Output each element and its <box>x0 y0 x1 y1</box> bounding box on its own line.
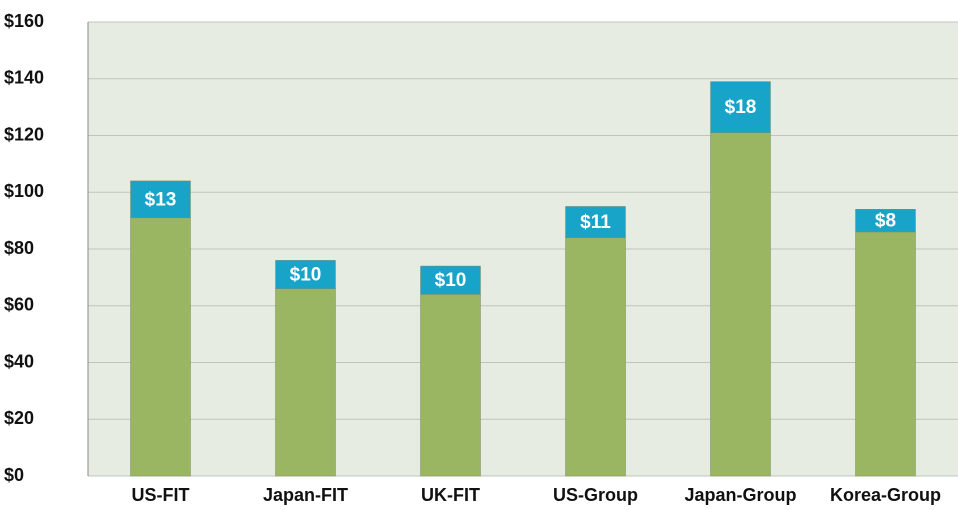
y-tick-label: $40 <box>4 351 34 371</box>
y-tick-label: $60 <box>4 295 34 315</box>
bar-segment <box>855 231 916 477</box>
y-tick-label: $80 <box>4 238 34 258</box>
x-tick-label: US-Group <box>553 485 638 505</box>
bar-segment <box>710 132 771 477</box>
x-tick-label: Japan-Group <box>684 485 796 505</box>
y-tick-label: $20 <box>4 408 34 428</box>
bar-segment <box>710 81 771 133</box>
data-label: $18 <box>725 97 757 118</box>
y-tick-label: $140 <box>4 68 44 88</box>
x-tick-label: Korea-Group <box>830 485 941 505</box>
y-tick-label: $0 <box>4 465 24 485</box>
data-label: $10 <box>435 270 467 291</box>
x-tick-label: Japan-FIT <box>263 485 348 505</box>
data-label: $13 <box>145 189 177 210</box>
x-tick-label: UK-FIT <box>421 485 480 505</box>
bar-segment <box>275 288 336 477</box>
data-label: $8 <box>875 211 896 232</box>
bar-segment <box>565 206 626 238</box>
data-label: $11 <box>580 212 611 233</box>
bar-segment <box>420 294 481 477</box>
bar-segment <box>130 180 191 219</box>
bar-segment <box>855 209 916 233</box>
bar-segment <box>275 260 336 289</box>
bar-segment <box>130 217 191 477</box>
y-tick-label: $100 <box>4 181 44 201</box>
data-label: $10 <box>290 265 322 286</box>
bar-segment <box>420 265 481 295</box>
x-tick-label: US-FIT <box>132 485 190 505</box>
bar-segment <box>565 237 626 477</box>
y-tick-label: $120 <box>4 124 44 144</box>
y-tick-label: $160 <box>4 11 44 31</box>
